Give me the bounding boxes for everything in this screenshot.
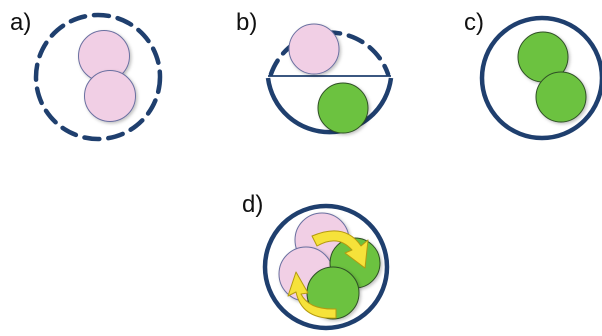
panel-d: d) <box>242 191 390 331</box>
panel-b-label: b) <box>236 9 257 36</box>
panel-c-green-cell-bottom <box>535 71 587 123</box>
arrow-icon-top-right <box>311 230 369 269</box>
panel-d-label: d) <box>242 191 263 218</box>
panel-b-green-cell <box>317 82 369 134</box>
panel-a-pink-cell-bottom <box>84 70 136 122</box>
panel-c-membrane-solid <box>479 15 602 141</box>
panel-a: a) <box>10 9 163 142</box>
panel-b: b) <box>236 9 394 135</box>
panel-a-membrane-dashed <box>33 12 163 142</box>
arrow-icon-bottom-left <box>287 271 337 319</box>
panel-a-label: a) <box>10 9 31 36</box>
panel-c: c) <box>464 9 602 141</box>
panel-b-pink-cell <box>288 23 340 75</box>
panel-b-membrane-solid-bottom <box>265 77 394 135</box>
panel-d-membrane-solid <box>262 203 390 331</box>
panel-c-label: c) <box>464 9 484 36</box>
